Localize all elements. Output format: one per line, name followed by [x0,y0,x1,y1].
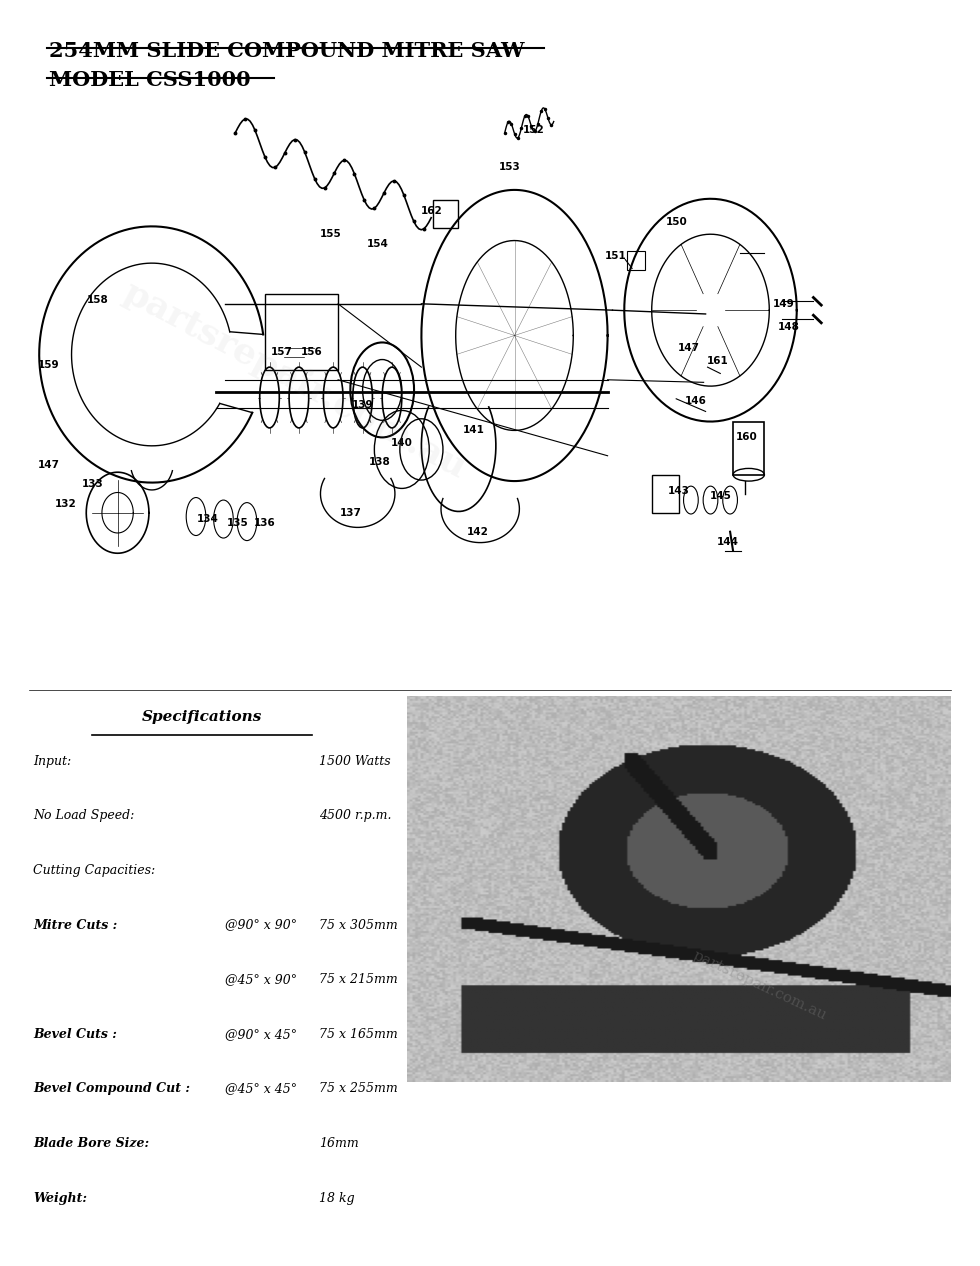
Text: 16mm: 16mm [319,1137,360,1150]
Text: Specifications: Specifications [142,710,262,724]
Bar [627,251,645,270]
Text: 154: 154 [367,239,388,249]
Text: partsrepair.com.au: partsrepair.com.au [470,830,745,993]
Text: 156: 156 [301,347,322,357]
Text: 144: 144 [717,537,739,547]
Text: 4500 r.p.m.: 4500 r.p.m. [319,809,392,823]
Text: 149: 149 [773,299,795,309]
Text: partsrepair.com.au: partsrepair.com.au [117,275,471,485]
Text: MODEL CSS1000: MODEL CSS1000 [49,70,251,90]
Text: @45° x 90°: @45° x 90° [225,974,297,986]
Text: 132: 132 [55,499,76,509]
Text: 147: 147 [678,343,700,353]
Text: 1500 Watts: 1500 Watts [319,755,391,767]
Text: 134: 134 [197,514,219,524]
Text: 145: 145 [710,491,731,501]
Text: 254MM SLIDE COMPOUND MITRE SAW: 254MM SLIDE COMPOUND MITRE SAW [49,41,524,61]
Bar [733,422,764,475]
Text: 135: 135 [227,518,249,528]
Text: Bevel Cuts :: Bevel Cuts : [33,1028,118,1041]
Text: 160: 160 [736,432,758,442]
Text: 148: 148 [778,322,800,332]
Text: 141: 141 [463,425,484,436]
Text: partsrepair.com.au: partsrepair.com.au [691,948,829,1023]
Text: Input:: Input: [33,755,72,767]
Text: @90° x 45°: @90° x 45° [225,1028,297,1041]
Text: 152: 152 [523,125,545,135]
Text: 142: 142 [466,527,488,537]
Text: Bevel Compound Cut :: Bevel Compound Cut : [33,1082,190,1095]
Text: 137: 137 [340,508,362,518]
Text: 151: 151 [605,251,626,261]
Text: 155: 155 [319,229,341,239]
Text: Weight:: Weight: [33,1191,87,1204]
Text: 139: 139 [352,400,373,410]
Text: 153: 153 [499,162,520,172]
Text: 138: 138 [368,457,390,467]
Text: 75 x 165mm: 75 x 165mm [319,1028,398,1041]
Text: 75 x 305mm: 75 x 305mm [319,919,398,932]
Text: 18 kg: 18 kg [319,1191,355,1204]
Text: 158: 158 [87,295,109,305]
Bar [433,200,458,228]
Text: Cutting Capacities:: Cutting Capacities: [33,863,156,877]
Text: 157: 157 [270,347,292,357]
Text: 161: 161 [707,356,728,366]
Text: 136: 136 [254,518,275,528]
Text: 75 x 215mm: 75 x 215mm [319,974,398,986]
Text: 146: 146 [685,396,707,406]
Text: 150: 150 [665,216,687,227]
Text: 159: 159 [38,360,60,370]
Text: @45° x 45°: @45° x 45° [225,1082,297,1095]
Text: @90° x 90°: @90° x 90° [225,919,297,932]
Text: Blade Bore Size:: Blade Bore Size: [33,1137,149,1150]
Text: 143: 143 [668,486,690,496]
Text: 147: 147 [38,460,60,470]
Text: Mitre Cuts :: Mitre Cuts : [33,919,118,932]
Text: 133: 133 [82,479,104,489]
Text: 162: 162 [420,206,442,216]
Text: No Load Speed:: No Load Speed: [33,809,134,823]
Text: 140: 140 [391,438,413,448]
Text: 75 x 255mm: 75 x 255mm [319,1082,398,1095]
Bar [265,294,338,370]
Bar [652,475,679,513]
